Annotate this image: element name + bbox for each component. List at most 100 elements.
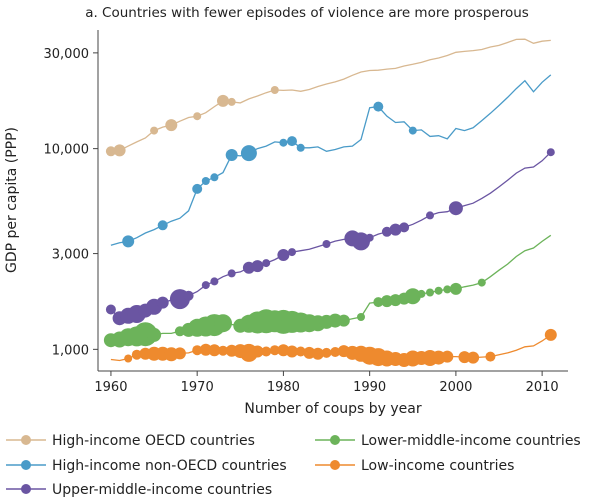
legend-item-upper-middle-income-countries: Upper-middle-income countries xyxy=(6,482,272,498)
point-upper-middle-income-countries-1981 xyxy=(288,248,296,257)
point-lower-middle-income-countries-1999 xyxy=(443,285,452,294)
point-upper-middle-income-countries-1977 xyxy=(251,260,264,273)
point-low-income-countries-1973 xyxy=(218,345,228,356)
legend: High-income OECD countries High-income no… xyxy=(6,433,581,498)
point-low-income-countries-1984 xyxy=(311,347,324,360)
point-lower-middle-income-countries-2000 xyxy=(449,282,462,295)
point-low-income-countries-1978 xyxy=(261,346,272,357)
point-low-income-countries-1962 xyxy=(124,354,133,363)
point-lower-middle-income-countries-1965 xyxy=(147,327,162,342)
point-high-income-non-oecd-countries-1972 xyxy=(210,173,219,182)
legend-label: High-income non-OECD countries xyxy=(52,458,287,474)
point-upper-middle-income-countries-1972 xyxy=(210,277,219,286)
legend-item-lower-middle-income-countries: Lower-middle-income countries xyxy=(315,433,581,449)
point-high-income-non-oecd-countries-1980 xyxy=(279,138,288,147)
point-low-income-countries-1985 xyxy=(321,347,332,358)
point-low-income-countries-1968 xyxy=(173,347,186,360)
point-lower-middle-income-countries-1986 xyxy=(328,313,343,328)
x-tick-label: 2010 xyxy=(526,380,559,395)
point-low-income-countries-1977 xyxy=(251,345,264,358)
point-low-income-countries-1982 xyxy=(295,346,306,357)
plot-markers xyxy=(103,86,557,367)
x-tick-label: 1990 xyxy=(353,380,386,395)
point-high-income-oecd-countries-1974 xyxy=(227,97,236,106)
point-low-income-countries-1981 xyxy=(286,345,298,358)
series-line-high-income-oecd-countries xyxy=(110,38,551,152)
point-high-income-oecd-countries-1973 xyxy=(217,94,229,107)
y-tick-label: 3,000 xyxy=(52,248,89,263)
point-high-income-oecd-countries-1979 xyxy=(270,86,279,94)
point-upper-middle-income-countries-1966 xyxy=(156,296,169,309)
legend-item-high-income-oecd-countries: High-income OECD countries xyxy=(6,433,255,449)
chart-title: a. Countries with fewer episodes of viol… xyxy=(85,5,529,21)
point-low-income-countries-1979 xyxy=(269,345,280,356)
legend-item-high-income-non-oecd-countries: High-income non-OECD countries xyxy=(6,458,287,474)
point-lower-middle-income-countries-1987 xyxy=(337,314,350,327)
series-line-high-income-non-oecd-countries xyxy=(110,74,552,246)
point-lower-middle-income-countries-1995 xyxy=(404,288,421,305)
x-tick-label: 2000 xyxy=(439,380,472,395)
point-upper-middle-income-countries-1978 xyxy=(262,259,271,268)
legend-label: High-income OECD countries xyxy=(52,433,255,449)
point-lower-middle-income-countries-1991 xyxy=(373,297,384,308)
legend-swatch-marker xyxy=(330,460,340,470)
point-high-income-non-oecd-countries-1991 xyxy=(373,101,384,112)
point-low-income-countries-1972 xyxy=(208,344,221,357)
point-upper-middle-income-countries-1990 xyxy=(365,233,374,242)
point-upper-middle-income-countries-2011 xyxy=(546,148,555,157)
point-high-income-non-oecd-countries-1982 xyxy=(296,143,305,152)
point-high-income-non-oecd-countries-1974 xyxy=(225,149,238,161)
legend-label: Lower-middle-income countries xyxy=(361,433,581,449)
point-upper-middle-income-countries-1971 xyxy=(201,281,210,290)
x-tick-label: 1970 xyxy=(181,380,214,395)
point-low-income-countries-1999 xyxy=(441,350,454,363)
legend-swatch-marker xyxy=(21,460,31,470)
point-upper-middle-income-countries-1989 xyxy=(352,232,370,251)
legend-swatch-marker xyxy=(21,484,31,494)
point-upper-middle-income-countries-1993 xyxy=(389,223,402,236)
point-upper-middle-income-countries-1992 xyxy=(381,226,392,237)
y-tick-label: 10,000 xyxy=(44,143,90,158)
point-upper-middle-income-countries-1985 xyxy=(322,240,331,248)
point-upper-middle-income-countries-1969 xyxy=(183,290,194,301)
point-low-income-countries-2011 xyxy=(544,328,557,341)
point-high-income-non-oecd-countries-1962 xyxy=(122,235,135,248)
point-high-income-non-oecd-countries-1971 xyxy=(201,177,210,185)
point-low-income-countries-2002 xyxy=(467,351,480,364)
point-upper-middle-income-countries-1997 xyxy=(426,211,434,220)
point-upper-middle-income-countries-1994 xyxy=(399,222,410,233)
x-tick-label: 1960 xyxy=(94,380,127,395)
y-tick-label: 1,000 xyxy=(52,343,89,358)
point-high-income-non-oecd-countries-1966 xyxy=(157,220,168,231)
point-low-income-countries-1970 xyxy=(192,345,203,356)
point-high-income-oecd-countries-1967 xyxy=(165,119,178,132)
point-upper-middle-income-countries-1974 xyxy=(227,269,236,278)
point-upper-middle-income-countries-2000 xyxy=(448,201,463,216)
y-tick-label: 30,000 xyxy=(44,47,90,62)
point-high-income-non-oecd-countries-1981 xyxy=(287,136,297,147)
legend-item-low-income-countries: Low-income countries xyxy=(315,458,514,474)
point-upper-middle-income-countries-1960 xyxy=(105,304,116,315)
point-low-income-countries-1963 xyxy=(131,349,142,360)
legend-swatch-marker xyxy=(21,435,31,445)
point-low-income-countries-2001 xyxy=(458,351,471,364)
plot-lines xyxy=(110,38,552,362)
point-low-income-countries-1971 xyxy=(199,343,212,356)
point-high-income-oecd-countries-1961 xyxy=(113,144,126,157)
point-lower-middle-income-countries-2003 xyxy=(477,278,486,287)
point-lower-middle-income-countries-1998 xyxy=(434,286,443,295)
y-axis-label: GDP per capita (PPP) xyxy=(4,127,20,273)
point-high-income-oecd-countries-1970 xyxy=(193,112,202,121)
x-ticks: 1960 1970 1980 1990 2000 2010 xyxy=(94,371,559,395)
legend-swatch-marker xyxy=(330,435,340,445)
point-lower-middle-income-countries-1996 xyxy=(417,289,426,298)
point-high-income-non-oecd-countries-1995 xyxy=(408,126,417,135)
point-low-income-countries-2004 xyxy=(485,351,496,362)
point-lower-middle-income-countries-1997 xyxy=(426,288,434,297)
point-lower-middle-income-countries-1989 xyxy=(357,313,365,321)
point-high-income-oecd-countries-1965 xyxy=(150,126,159,135)
y-ticks: 1,000 3,000 10,000 30,000 xyxy=(44,47,98,358)
legend-label: Low-income countries xyxy=(361,458,514,474)
point-high-income-oecd-countries-1960 xyxy=(105,146,116,157)
